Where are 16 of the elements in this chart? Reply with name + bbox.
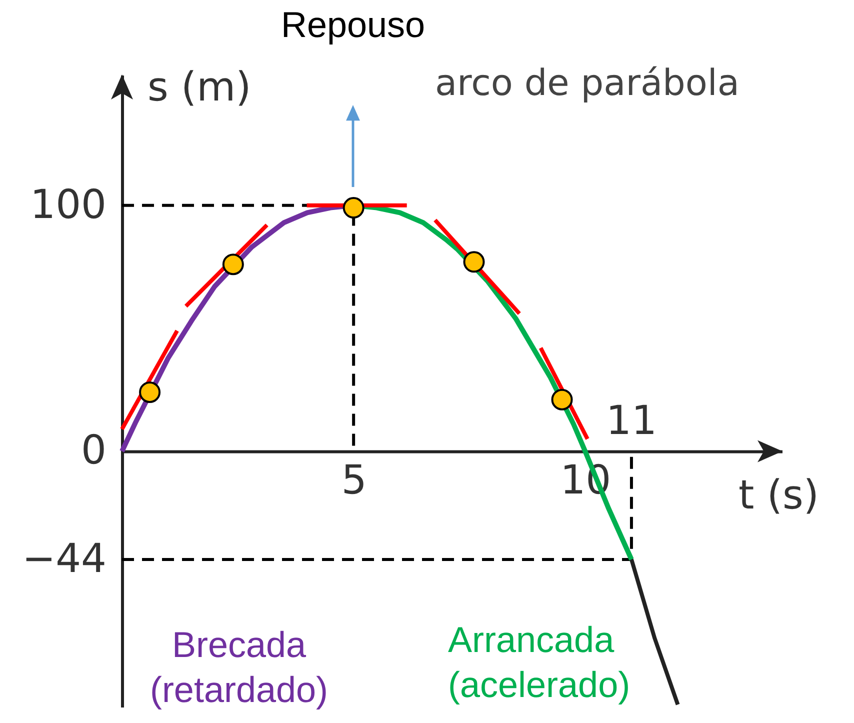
x-tick-label: 5: [341, 458, 367, 504]
point: [139, 382, 161, 403]
series-label: Arrancada (acelerado): [448, 619, 630, 705]
y-axis-title: s (m): [148, 64, 252, 110]
text: Repouso: [280, 4, 426, 45]
point: [463, 251, 485, 273]
point: [551, 388, 573, 410]
x-axis-title: t (s): [738, 472, 819, 519]
point: [342, 197, 364, 219]
annotation: 11: [606, 398, 657, 444]
y-tick-label: 0: [81, 428, 106, 474]
y-tick-label: −44: [22, 536, 106, 582]
annotation: arco de parábola: [435, 63, 740, 104]
text: Brecada (retardado): [150, 624, 328, 710]
y-tick-label: 100: [30, 182, 106, 228]
point: [222, 254, 244, 276]
